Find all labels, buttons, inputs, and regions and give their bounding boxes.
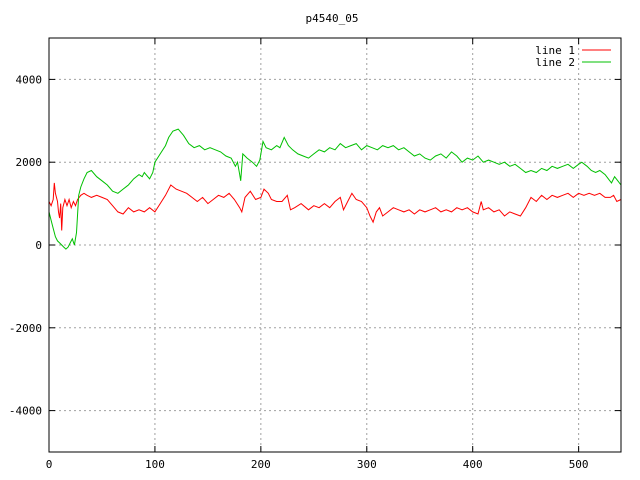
chart-title: p4540_05 xyxy=(306,12,359,25)
x-tick-label: 300 xyxy=(357,458,377,471)
y-tick-label: 0 xyxy=(35,239,42,252)
y-tick-label: 4000 xyxy=(16,73,43,86)
legend-label: line 2 xyxy=(535,56,575,69)
x-tick-label: 200 xyxy=(251,458,271,471)
series-line-1 xyxy=(48,182,622,231)
grid xyxy=(49,38,621,452)
x-tick-label: 100 xyxy=(145,458,165,471)
y-tick-label: -2000 xyxy=(9,322,42,335)
x-tick-label: 500 xyxy=(569,458,589,471)
legend-label: line 1 xyxy=(535,44,575,57)
x-tick-label: 400 xyxy=(463,458,483,471)
series-line-2 xyxy=(48,128,622,250)
y-tick-label: 2000 xyxy=(16,156,43,169)
axis-ticks: 0 100 200 300 400 500 -4000 -2000 0 2000 4000 xyxy=(9,38,621,471)
x-tick-label: 0 xyxy=(46,458,53,471)
series-lines xyxy=(48,128,622,250)
y-tick-label: -4000 xyxy=(9,405,42,418)
